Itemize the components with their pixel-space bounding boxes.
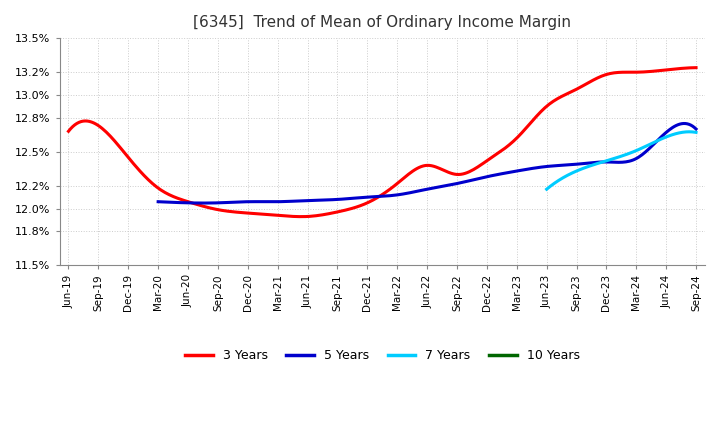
Title: [6345]  Trend of Mean of Ordinary Income Margin: [6345] Trend of Mean of Ordinary Income … <box>193 15 571 30</box>
Legend: 3 Years, 5 Years, 7 Years, 10 Years: 3 Years, 5 Years, 7 Years, 10 Years <box>180 344 585 367</box>
